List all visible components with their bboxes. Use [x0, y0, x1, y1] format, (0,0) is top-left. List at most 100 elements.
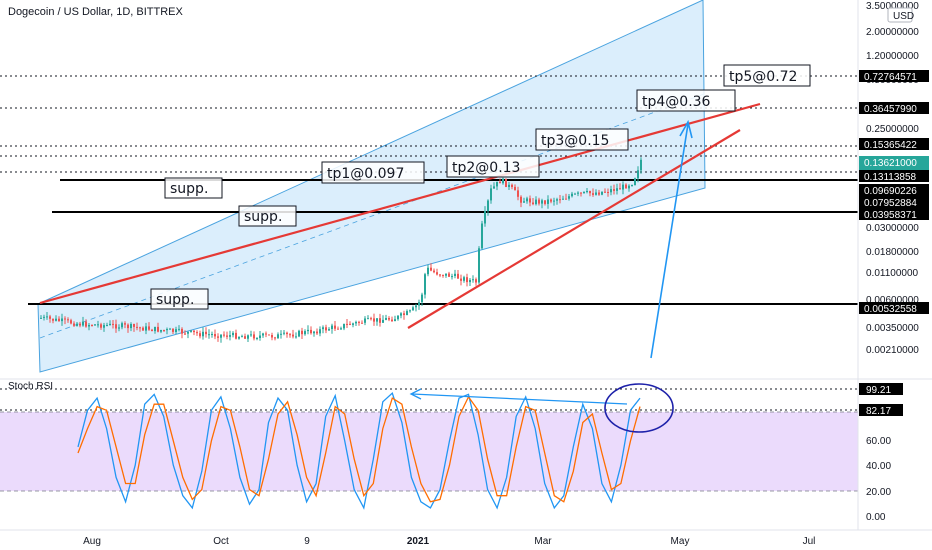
price-tag-text: 0.36457990: [864, 104, 917, 115]
candle-body: [403, 313, 405, 315]
candle-body: [640, 159, 642, 171]
candle-body: [448, 273, 450, 277]
price-tag-text: 0.09690226: [864, 186, 917, 197]
candle-body: [532, 202, 534, 205]
candle-body: [292, 334, 294, 337]
candle-body: [421, 294, 423, 303]
candle-body: [427, 267, 429, 275]
price-tag-text: 0.15365422: [864, 140, 917, 151]
candle-body: [505, 178, 507, 187]
candle-body: [232, 332, 234, 336]
candle-body: [457, 273, 459, 279]
candle-body: [151, 329, 153, 332]
price-axis-label: 0.00350000: [866, 323, 919, 334]
candle-body: [64, 318, 66, 320]
currency-badge-text: USD: [893, 11, 914, 22]
candle-body: [271, 335, 273, 338]
price-tag[interactable]: 0.09690226: [859, 184, 929, 197]
rsi-series-line: [77, 395, 641, 503]
tp5-text: tp5@0.72: [729, 69, 797, 85]
candle-body: [181, 328, 183, 334]
candle-body: [370, 318, 372, 320]
candle-body: [259, 335, 261, 338]
candle-body: [274, 337, 276, 339]
candle-body: [481, 223, 483, 249]
candle-body: [169, 328, 171, 330]
candle-body: [502, 178, 504, 184]
price-axis-label: 2.00000000: [866, 27, 919, 38]
candle-body: [241, 336, 243, 338]
candle-body: [592, 193, 594, 195]
candle-body: [103, 325, 105, 328]
ascending-channel: [37, 0, 706, 373]
candle-body: [487, 200, 489, 211]
candle-body: [433, 270, 435, 273]
candle-body: [196, 332, 198, 334]
candle-body: [94, 324, 96, 326]
candle-body: [556, 199, 558, 201]
price-axis[interactable]: 3.500000002.000000001.200000000.50000000…: [859, 1, 929, 356]
candle-body: [55, 318, 57, 321]
candle-body: [454, 273, 456, 276]
candle-body: [88, 325, 90, 327]
rsi-arrow-shaft: [411, 393, 628, 405]
price-axis-label: 1.20000000: [866, 51, 919, 62]
candle-body: [304, 331, 306, 335]
price-axis-label: 3.50000000: [866, 1, 919, 12]
candle-body: [193, 330, 195, 333]
price-tag[interactable]: 0.07952884: [859, 196, 929, 209]
candle-body: [295, 336, 297, 338]
candle-body: [79, 323, 81, 326]
candle-body: [415, 305, 417, 308]
candle-body: [568, 196, 570, 199]
candle-body: [157, 326, 159, 332]
candle-body: [112, 323, 114, 325]
candle-body: [238, 337, 240, 339]
currency-badge[interactable]: USD: [887, 7, 914, 23]
price-tag[interactable]: 0.03958371: [859, 208, 929, 221]
price-tag-text: 0.13113858: [864, 172, 917, 183]
candle-body: [280, 333, 282, 335]
price-tag[interactable]: 0.72764571: [859, 70, 929, 83]
price-tag-text: 0.07952884: [864, 198, 917, 209]
candle-body: [208, 334, 210, 336]
candle-body: [523, 201, 525, 203]
candle-body: [247, 335, 249, 339]
candle-body: [589, 191, 591, 194]
price-axis-label: 0.03000000: [866, 223, 919, 234]
price-tag[interactable]: 0.13113858: [859, 170, 929, 183]
candle-body: [580, 192, 582, 194]
time-axis-label: Mar: [534, 536, 552, 547]
candle-body: [346, 323, 348, 325]
candle-body: [451, 276, 453, 278]
price-tag-bg: [859, 70, 929, 82]
candle-body: [406, 311, 408, 315]
candle-body: [622, 184, 624, 190]
time-axis[interactable]: Aug Oct 9 2021 Mar May Jul: [83, 536, 815, 547]
candle-body: [85, 321, 87, 327]
candle-body: [202, 331, 204, 337]
price-tag[interactable]: 0.36457990: [859, 102, 929, 115]
candle-body: [67, 319, 69, 321]
candle-body: [514, 186, 516, 191]
candle-body: [172, 328, 174, 332]
supp-text-2: supp.: [244, 209, 282, 225]
candle-body: [349, 323, 351, 325]
tp1-text: tp1@0.097: [327, 166, 404, 182]
tp2-label: tp2@0.13: [446, 155, 540, 178]
candle-body: [472, 279, 474, 281]
candle-body: [262, 333, 264, 336]
candle-body: [619, 188, 621, 190]
price-tag-text: 0.03958371: [864, 210, 917, 221]
candle-body: [250, 334, 252, 336]
candle-body: [118, 327, 120, 329]
candle-body: [601, 191, 603, 195]
price-tag-text: 0.13621000: [864, 158, 917, 169]
candle-body: [52, 318, 54, 321]
candle-body: [460, 278, 462, 281]
rsi-tag-bg: [859, 383, 903, 395]
price-tag[interactable]: 0.00532558: [859, 302, 929, 315]
candle-body: [223, 334, 225, 336]
candle-body: [163, 330, 165, 331]
price-tag[interactable]: 0.15365422: [859, 138, 929, 151]
